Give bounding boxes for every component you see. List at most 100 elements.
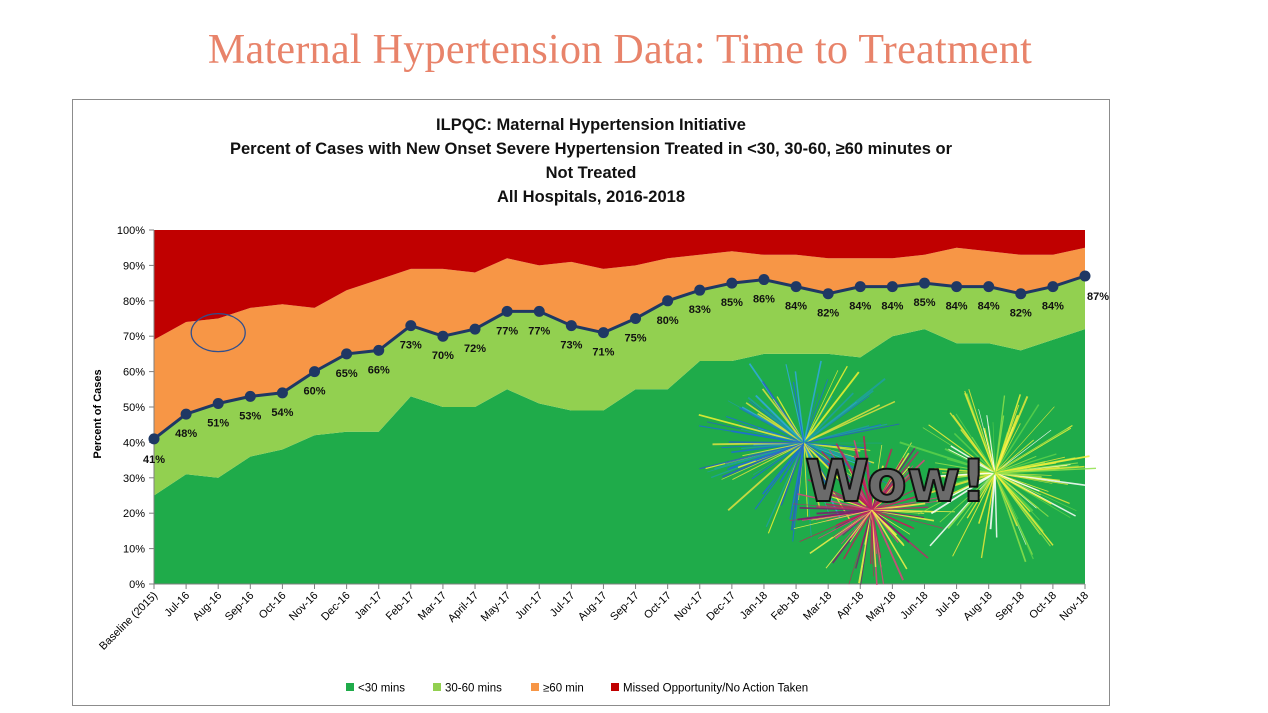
firework-ray (747, 396, 805, 444)
firework-ray (742, 442, 805, 457)
data-label-1: 48% (175, 428, 197, 440)
data-label-11: 77% (496, 325, 518, 337)
firework-ray (814, 490, 873, 511)
firework-ray (871, 509, 924, 519)
firework-ray (952, 414, 996, 474)
firework-ray (955, 413, 996, 474)
fireworks-graphic (698, 360, 1097, 585)
data-label-9: 70% (432, 350, 454, 362)
x-tick-label-16: Oct-17 (642, 590, 674, 622)
data-label-22: 84% (849, 301, 871, 313)
firework-ray (724, 442, 805, 464)
firework-ray (807, 478, 873, 511)
x-tick-label-29: Nov-18 (1058, 590, 1092, 624)
firework-ray (698, 425, 805, 444)
y-tick-label-10: 100% (117, 225, 145, 237)
firework-ray (966, 472, 996, 519)
total-line-point-14 (597, 327, 609, 339)
total-line-point-12 (533, 305, 545, 317)
total-line-point-4 (276, 387, 288, 399)
y-axis-label: Percent of Cases (92, 369, 104, 458)
firework-ray (871, 509, 904, 545)
x-tick-label-2: Aug-16 (191, 590, 225, 624)
firework-ray (751, 442, 805, 480)
firework-ray (871, 486, 922, 511)
total-line-point-9 (437, 330, 449, 342)
firework-ray (871, 486, 902, 511)
data-labels: 41% 48% 51% 53% 54% 60% 65% 66% 73% 70% 72% 77% 77% 7… (143, 291, 1109, 466)
firework-ray (792, 503, 873, 511)
axes (153, 230, 1085, 585)
x-tick-label-9: Mar-17 (416, 590, 449, 623)
total-line-point-16 (662, 295, 674, 307)
x-tick-label-6: Dec-16 (319, 590, 353, 624)
firework-ray (842, 509, 873, 560)
firework-ray (727, 442, 805, 512)
firework-ray (978, 472, 996, 524)
firework-ray (994, 472, 1049, 518)
x-tick-label-27: Sep-18 (993, 590, 1027, 624)
firework-ray (871, 488, 941, 511)
legend-label-0: <30 mins (358, 683, 405, 695)
firework-ray (793, 509, 873, 529)
y-tick-label-2: 20% (123, 508, 145, 520)
firework-ray (840, 482, 873, 511)
chart-title-line-2: Percent of Cases with New Onset Severe H… (229, 140, 953, 158)
total-line-point-21 (822, 288, 834, 300)
data-label-3: 53% (239, 410, 261, 422)
firework-ray (871, 509, 904, 581)
data-label-25: 84% (946, 301, 968, 313)
data-label-7: 66% (368, 364, 390, 376)
firework-ray (830, 492, 873, 511)
firework-ray (855, 509, 873, 569)
y-tick-label-9: 90% (123, 260, 145, 272)
firework-ray (948, 449, 996, 474)
firework-burst-2 (899, 389, 1097, 563)
legend-swatch-3 (611, 683, 619, 691)
firework-ray (740, 428, 805, 444)
y-tick-label-8: 80% (123, 296, 145, 308)
x-tick-label-13: Jul-17 (548, 590, 578, 620)
firework-ray (994, 428, 1068, 474)
legend-swatch-0 (346, 683, 354, 691)
firework-ray (871, 509, 874, 577)
data-label-21: 82% (817, 308, 839, 320)
data-label-10: 72% (464, 343, 486, 355)
total-line-point-28 (1047, 281, 1059, 293)
y-tick-label-7: 70% (123, 331, 145, 343)
firework-ray (821, 451, 873, 511)
firework-ray (926, 472, 996, 478)
firework-ray (953, 432, 996, 474)
firework-ray (757, 413, 805, 444)
data-label-2: 51% (207, 417, 229, 429)
firework-ray (728, 441, 805, 444)
x-tick-label-3: Sep-16 (223, 590, 257, 624)
x-tick-label-22: Apr-18 (835, 590, 867, 622)
firework-ray (950, 445, 996, 474)
firework-ray (994, 406, 1055, 474)
firework-ray (803, 423, 900, 444)
x-tick-label-23: May-18 (864, 590, 898, 624)
firework-ray (949, 472, 996, 498)
data-label-14: 71% (592, 347, 614, 359)
firework-ray (772, 398, 805, 444)
data-label-5: 60% (304, 386, 326, 398)
firework-ray (803, 360, 822, 444)
total-line-point-1 (180, 408, 192, 420)
chart-title: ILPQC: Maternal Hypertension Initiative … (72, 113, 1110, 209)
firework-ray (994, 472, 1068, 485)
data-label-0: 41% (143, 454, 165, 466)
total-treated-line (148, 270, 1091, 445)
firework-ray (871, 509, 908, 570)
wow-overlay-text: Wow! (805, 447, 987, 515)
data-label-23: 84% (881, 301, 903, 313)
firework-ray (698, 413, 805, 444)
firework-ray (871, 457, 905, 511)
firework-ray (828, 449, 873, 511)
firework-ray (994, 472, 1034, 560)
total-line-point-8 (405, 320, 417, 332)
firework-ray (871, 506, 929, 511)
firework-ray (934, 467, 996, 474)
